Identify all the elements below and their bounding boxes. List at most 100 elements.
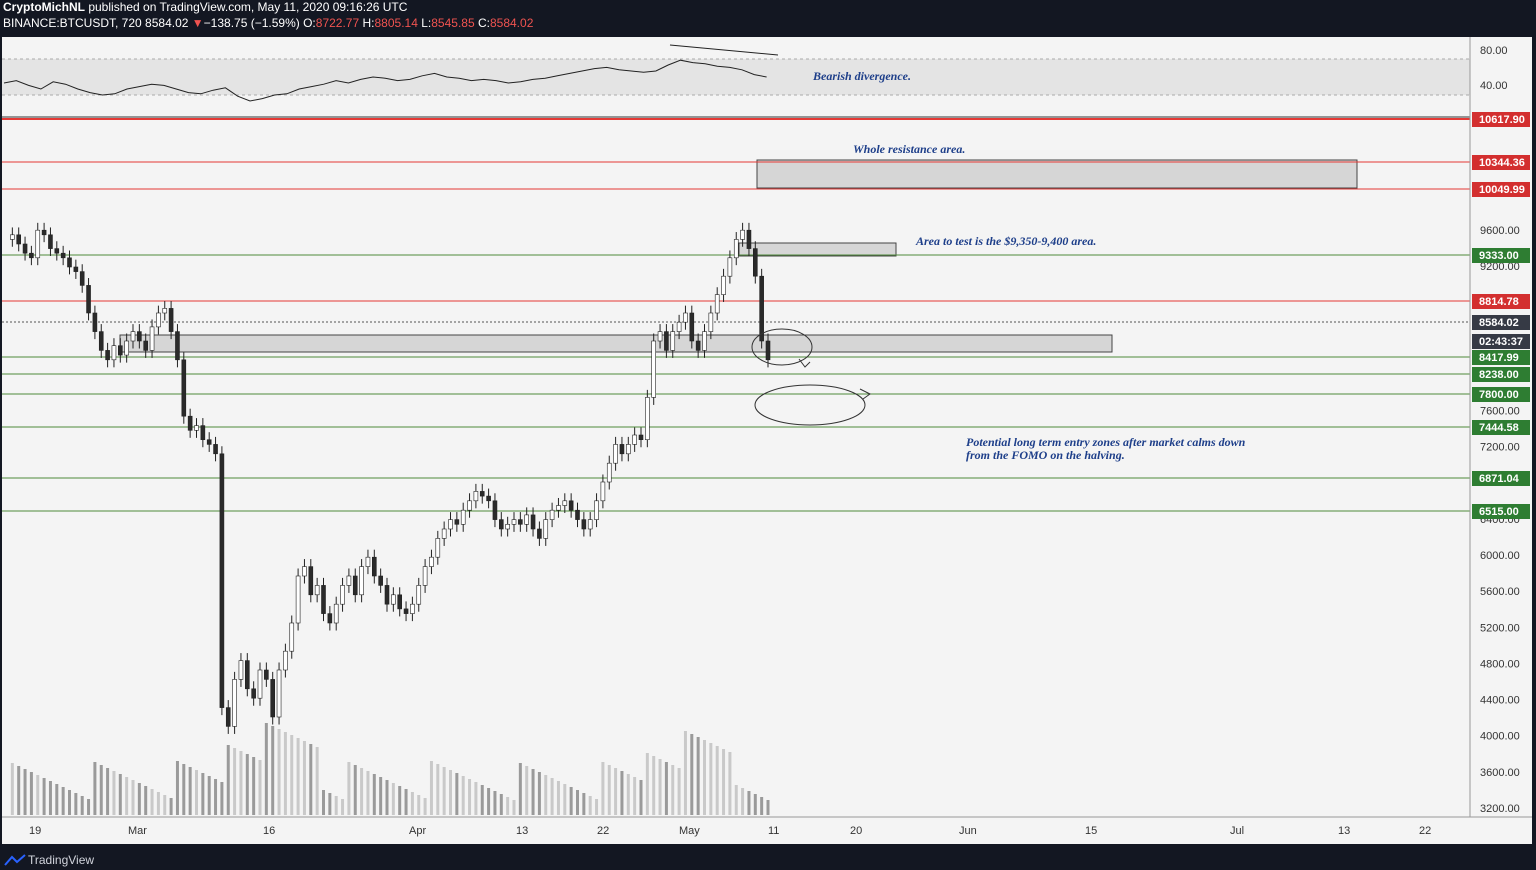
- price-tick-1: 9200.00: [1480, 261, 1520, 273]
- candle-body: [238, 660, 244, 680]
- volume-bar: [61, 787, 65, 815]
- price-tag-bg-7: [1472, 350, 1530, 365]
- volume-bar: [93, 762, 97, 815]
- candle-body: [689, 312, 695, 342]
- volume-bar: [417, 795, 421, 815]
- volume-bar: [296, 738, 300, 815]
- price-axis-ticks: 9600.009200.007600.007200.006400.006000.…: [1480, 225, 1520, 815]
- volume-bar: [17, 766, 21, 815]
- price-tick-3: 7200.00: [1480, 442, 1520, 454]
- volume-bar: [264, 723, 268, 815]
- zone-support: [119, 334, 1113, 353]
- candle-body: [727, 257, 733, 277]
- volume-bar: [233, 748, 237, 815]
- tradingview-logo-icon[interactable]: [4, 854, 26, 866]
- price-chart[interactable]: Bearish divergence. Whole resistance are…: [2, 37, 1532, 844]
- volume-bar: [372, 774, 376, 815]
- candle-body: [765, 340, 771, 361]
- candle-body: [575, 509, 580, 520]
- candle-body: [187, 415, 193, 431]
- volume-bar: [569, 787, 573, 815]
- circle-mark-2: [754, 384, 866, 426]
- candle-body: [22, 243, 28, 254]
- price-tick-6: 5600.00: [1480, 586, 1520, 598]
- candle-body: [752, 248, 758, 277]
- volume-bar: [112, 771, 116, 815]
- volume-bar: [144, 786, 148, 815]
- volume-bar: [277, 729, 281, 815]
- candle-body: [657, 331, 663, 342]
- price-tag-11: 6871.04: [1479, 473, 1520, 485]
- rsi-tick-0: 80.00: [1480, 45, 1508, 57]
- candle-body: [498, 519, 504, 530]
- volume-bar: [607, 765, 611, 815]
- volume-bar: [601, 762, 605, 815]
- symbol-label: BINANCE:BTCUSDT, 720: [3, 16, 142, 30]
- zones: [119, 159, 1358, 353]
- arrow-mark-1: [798, 358, 811, 368]
- price-tag-12: 6515.00: [1479, 506, 1519, 518]
- candle-body: [60, 252, 66, 259]
- volume-bar: [531, 769, 535, 815]
- volume-bar: [328, 793, 332, 815]
- price-tag-bg-12: [1472, 504, 1530, 519]
- candle-body: [10, 234, 15, 240]
- volume-bar: [658, 759, 662, 815]
- price-tag-7: 8417.99: [1479, 352, 1519, 364]
- candle-body: [200, 425, 206, 441]
- volume-bar: [664, 762, 668, 815]
- volume-bar: [741, 788, 745, 815]
- candle-body: [460, 509, 466, 525]
- author-name[interactable]: CryptoMichNL: [3, 0, 85, 14]
- price-tag-6: 02:43:37: [1479, 336, 1523, 348]
- candle-body: [175, 331, 180, 361]
- volume-bar: [245, 754, 249, 815]
- candle-body: [162, 308, 168, 314]
- volume-bar: [309, 744, 313, 815]
- volume-bar: [398, 786, 402, 815]
- candle-body: [683, 312, 688, 323]
- candle-body: [86, 285, 91, 314]
- price-tag-10: 7444.58: [1479, 422, 1519, 434]
- rsi-tick-1: 40.00: [1480, 80, 1508, 92]
- candle-body: [333, 603, 339, 624]
- candle-body: [581, 519, 587, 530]
- volume-bar: [334, 796, 338, 815]
- volume-bar: [379, 777, 383, 815]
- volume-bar: [226, 745, 230, 815]
- candle-body: [403, 608, 409, 614]
- candle-body: [543, 519, 549, 539]
- price-tag-bg-9: [1472, 387, 1530, 402]
- volume-bar: [315, 747, 319, 815]
- divergence-trendline: [669, 44, 779, 56]
- chart-area[interactable]: Bearish divergence. Whole resistance are…: [2, 37, 1532, 844]
- volume-bar: [671, 765, 675, 815]
- time-tick-8: 20: [850, 825, 862, 837]
- volume-bar: [518, 763, 522, 815]
- annotation-test-area: Area to test is the $9,350-9,400 area.: [915, 234, 1096, 248]
- volume-bar: [474, 782, 478, 815]
- volume-bar: [709, 743, 713, 815]
- candle-body: [194, 425, 199, 431]
- price-tag-bg-0: [1472, 112, 1530, 127]
- candle-body: [670, 331, 676, 351]
- price-tag-3: 9333.00: [1479, 250, 1519, 262]
- price-tick-2: 7600.00: [1480, 406, 1520, 418]
- volume-bar: [106, 768, 110, 815]
- volume-bar: [753, 794, 757, 815]
- volume-bar: [480, 785, 484, 815]
- candle-body: [302, 566, 307, 577]
- hand-drawn-marks: [751, 328, 871, 426]
- price-tag-0: 10617.90: [1479, 114, 1525, 126]
- candle-body: [156, 312, 161, 328]
- volume-bar: [595, 799, 599, 815]
- candle-body: [41, 229, 47, 236]
- volume-bar: [436, 764, 440, 815]
- volume-bar: [271, 726, 275, 815]
- candle-body: [105, 350, 110, 361]
- candle-body: [676, 321, 682, 332]
- footer-brand[interactable]: TradingView: [28, 853, 95, 867]
- candle-body: [213, 444, 218, 455]
- candle-body: [270, 679, 276, 718]
- candle-body: [708, 312, 714, 332]
